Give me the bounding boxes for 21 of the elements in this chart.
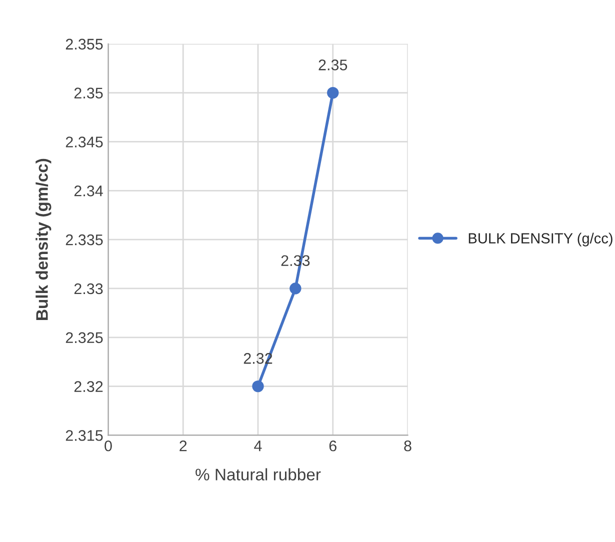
y-tick-label: 2.345 xyxy=(66,136,103,148)
legend-label: BULK DENSITY (g/cc) xyxy=(468,232,612,246)
y-axis-title: Bulk density (gm/cc) xyxy=(36,158,52,320)
point xyxy=(290,282,302,294)
y-tick-label: 2.34 xyxy=(74,186,103,196)
data-label: 2.35 xyxy=(318,60,348,70)
y-tick-label: 2.335 xyxy=(66,234,103,246)
x-axis-title: % Natural rubber xyxy=(196,468,321,480)
y-tick-label: 2.35 xyxy=(74,88,103,99)
x-tick-label: 0 xyxy=(104,440,112,452)
y-tick-label: 2.32 xyxy=(74,381,103,392)
point xyxy=(252,380,264,392)
y-tick-label: 2.33 xyxy=(74,283,103,294)
x-tick-label: 4 xyxy=(254,440,262,452)
x-tick-label: 2 xyxy=(180,440,187,452)
y-tick-label: 2.355 xyxy=(66,38,103,50)
x-tick-label: 8 xyxy=(404,440,412,452)
y-tick-label: 2.315 xyxy=(66,430,103,441)
x-tick-label: 6 xyxy=(329,440,336,452)
y-tick-label: 2.325 xyxy=(66,332,103,344)
point xyxy=(327,86,339,99)
